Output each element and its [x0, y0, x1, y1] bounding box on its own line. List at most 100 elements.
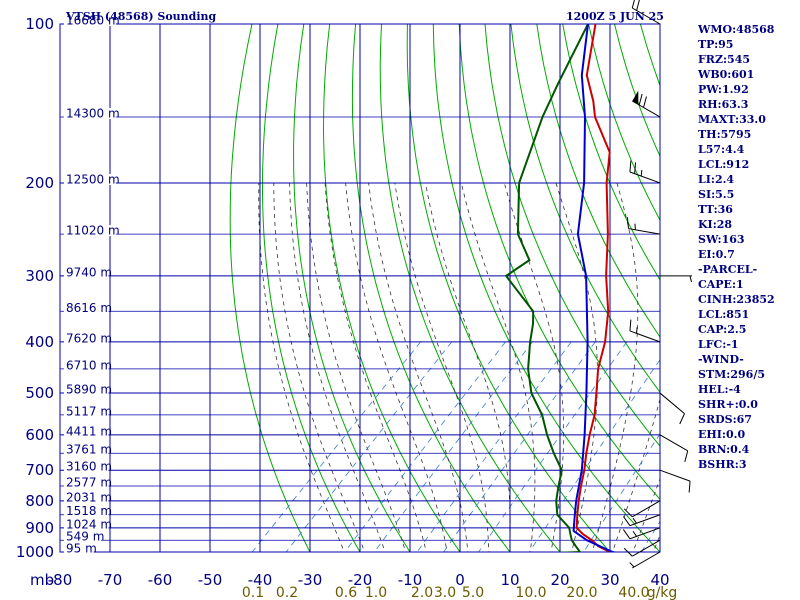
pressure-tick-label: 700: [25, 461, 54, 479]
mixing-ratio-label: 10.0: [515, 585, 546, 600]
temperature-tick-label: -40: [248, 571, 273, 589]
moist-adiabat-lines: [258, 182, 660, 552]
parcel-line: [572, 24, 617, 552]
temperature-axis-labels: -80 -70 -60 -50 -40 -30 -20 -10 0 10 20 30 40: [48, 571, 670, 589]
pressure-tick-label: 900: [25, 519, 54, 537]
temperature-tick-label: 10: [500, 571, 519, 589]
dry-adiabat: [406, 24, 611, 552]
mixing-ratio-labels: 0.1 0.2 0.6 1.0 2.0 3.0 5.0 10.0 20.0 40.0g/kg: [242, 585, 677, 600]
mixing-ratio-label: 40.0: [618, 585, 649, 600]
sounding-profiles: [504, 24, 617, 552]
temperature-tick-label: -60: [148, 571, 173, 589]
wind-barb-flag: [679, 413, 685, 425]
mixing-ratio-line: [285, 341, 453, 552]
mixing-ratio-label: 0.1: [242, 585, 264, 600]
moist-adiabat: [555, 182, 598, 552]
mixing-ratio-label: 5.0: [462, 585, 484, 600]
index-value: TP:95: [698, 38, 734, 51]
moist-adiabat: [368, 182, 469, 552]
height-label-bg: [64, 225, 116, 237]
temperature-line: [575, 24, 617, 552]
temperature-tick-label: -10: [398, 571, 423, 589]
height-label: 1024 m: [66, 517, 112, 531]
height-label-bg: [64, 359, 109, 371]
pressure-tick-label: 800: [25, 492, 54, 510]
moist-adiabat: [612, 397, 660, 552]
wind-barb-flag: [636, 0, 640, 11]
dry-adiabat: [562, 24, 660, 281]
wind-barb-flag: [622, 516, 631, 526]
wind-barb-staff: [632, 500, 661, 518]
index-value: PW:1.92: [698, 83, 749, 96]
wind-barb-flag: [631, 0, 635, 9]
temperature-tick-label: 30: [600, 571, 619, 589]
index-value: CAPE:1: [698, 278, 744, 291]
pressure-tick-label: 300: [25, 267, 54, 285]
temperature-tick-label: -80: [48, 571, 73, 589]
pressure-tick-label: 500: [25, 384, 54, 402]
height-label: 7620 m: [66, 331, 112, 345]
dry-adiabat: [322, 24, 461, 552]
dry-adiabat-lines: [229, 24, 660, 552]
wind-barb-flag: [643, 96, 647, 108]
wind-barb-flag: [688, 481, 691, 493]
pressure-tick-label: 600: [25, 426, 54, 444]
dry-adiabat: [484, 24, 660, 447]
grid-lines: [59, 23, 661, 553]
wind-barb-flag: [684, 450, 689, 463]
mixing-ratio-label: 3.0: [434, 585, 456, 600]
temperature-tick-label: 20: [550, 571, 569, 589]
moist-adiabat: [345, 182, 448, 552]
dry-adiabat: [458, 24, 660, 500]
wind-barb-half-flag: [632, 530, 637, 537]
wind-barb-half-flag: [636, 327, 638, 334]
height-label-bg: [64, 384, 109, 396]
height-label-bg: [64, 543, 94, 554]
temperature-tick-label: 40: [650, 571, 669, 589]
height-label: 12500 m: [66, 172, 120, 186]
wind-barb-staff: [632, 551, 661, 569]
dry-adiabat: [351, 24, 511, 552]
mixing-ratio-line: [443, 341, 596, 552]
index-value: EHI:0.0: [698, 428, 746, 441]
temperature-tick-label: -30: [298, 571, 323, 589]
height-label: 549 m: [66, 530, 104, 544]
index-value: STM:296/5: [698, 368, 765, 381]
height-label: 8616 m: [66, 301, 112, 315]
height-label-bg: [64, 405, 109, 417]
wind-barb-staff: [629, 514, 661, 527]
height-label-bg: [64, 425, 109, 437]
mixing-ratio-label: 2.0: [411, 585, 433, 600]
plot-frame: [59, 23, 661, 553]
wind-barb-flag: [629, 319, 632, 331]
index-value: WB0:601: [698, 68, 755, 81]
index-value: RH:63.3: [698, 98, 749, 111]
wind-barb-staff: [629, 527, 661, 540]
chart-title: VTSH (48568) Sounding: [65, 10, 217, 23]
wind-barbs: [622, 0, 692, 569]
wind-barb-staff: [632, 539, 661, 557]
temperature-tick-label: -50: [198, 571, 223, 589]
moist-adiabat: [273, 182, 366, 552]
height-label-bg: [64, 444, 109, 456]
index-value: LCL:912: [698, 158, 750, 171]
index-value: LFC:-1: [698, 338, 739, 351]
mixing-ratio-label: 20.0: [566, 585, 597, 600]
dry-adiabat: [510, 24, 660, 393]
dry-adiabat: [379, 24, 561, 552]
wind-barb-flag: [623, 508, 633, 518]
height-label: 1518 m: [66, 504, 112, 518]
mixing-ratio-label: 0.6: [335, 585, 357, 600]
pressure-tick-label: 100: [25, 15, 54, 33]
height-label-bg: [64, 477, 109, 489]
mixing-ratio-line: [583, 433, 660, 552]
index-value: L57:4.4: [698, 143, 745, 156]
index-value: SRDS:67: [698, 413, 752, 426]
moist-adiabat: [324, 182, 427, 552]
height-label-bg: [64, 302, 109, 314]
mixing-ratio-label: 0.2: [276, 585, 298, 600]
index-value: TT:36: [698, 203, 733, 216]
wind-barb-flag: [634, 162, 637, 174]
mixing-ratio-line: [416, 341, 572, 552]
mixing-ratio-line: [373, 341, 533, 552]
